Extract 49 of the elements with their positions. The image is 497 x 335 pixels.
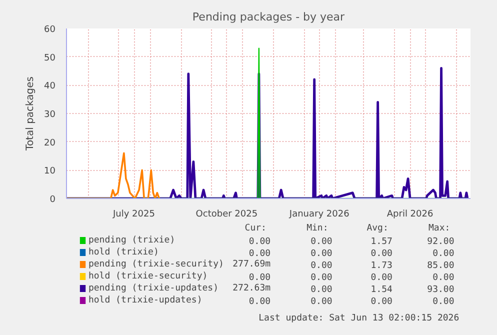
text: 0.00 <box>432 249 454 259</box>
y-axis-title: Total packages <box>25 76 36 152</box>
text: Min: <box>306 224 328 234</box>
y-tick-label: 10 <box>44 166 56 177</box>
legend-label: pending (trixie-updates) <box>88 284 218 294</box>
text: 1.57 <box>370 237 392 247</box>
legend-label: pending (trixie-security) <box>88 260 224 270</box>
text: Cur: <box>244 224 266 234</box>
y-tick-label: 20 <box>44 138 56 148</box>
text: Avg: <box>366 224 388 234</box>
text: Last update: Sat Jun 13 02:00:15 2026 <box>258 314 460 324</box>
text: 0.00 <box>370 249 392 259</box>
legend-label: hold (trixie-updates) <box>88 296 202 306</box>
text: 0.00 <box>310 285 332 295</box>
text: 85.00 <box>427 261 454 271</box>
text: 1.73 <box>370 261 392 271</box>
legend-label: hold (trixie) <box>88 248 159 258</box>
x-tick-label: October 2025 <box>196 210 258 220</box>
text: 0.00 <box>310 261 332 271</box>
line-series <box>66 152 160 198</box>
chart-title: Pending packages - by year <box>192 10 346 24</box>
text: 0.00 <box>432 297 454 307</box>
legend-label: hold (trixie-security) <box>88 272 208 282</box>
x-tick-label: July 2025 <box>112 210 155 220</box>
y-tick-label: 50 <box>44 53 56 64</box>
legend-label: pending (trixie) <box>88 236 176 246</box>
text: 0.00 <box>310 249 332 259</box>
y-tick-label: 60 <box>44 25 56 35</box>
text: Max: <box>428 224 450 234</box>
y-tick-label: 30 <box>44 110 56 120</box>
text: 93.00 <box>427 285 454 295</box>
text: 0.00 <box>248 297 271 307</box>
text: 0.00 <box>248 249 271 259</box>
text: 0.00 <box>432 273 454 283</box>
x-tick-label: January 2026 <box>288 210 350 220</box>
text: 0.00 <box>310 297 332 307</box>
y-tick-label: 0 <box>50 195 56 205</box>
text: 0.00 <box>310 273 332 283</box>
text: 1.54 <box>370 285 392 295</box>
text: 0.00 <box>248 273 271 283</box>
y-tick-label: 40 <box>44 82 56 92</box>
text: 0.00 <box>370 297 392 307</box>
text: 0.00 <box>248 237 271 247</box>
text: 272.63m <box>232 284 271 294</box>
text: 0.00 <box>370 273 392 283</box>
text: 277.69m <box>232 260 271 270</box>
x-tick-label: April 2026 <box>386 210 434 220</box>
text: 92.00 <box>427 237 454 247</box>
text: 0.00 <box>310 237 332 247</box>
